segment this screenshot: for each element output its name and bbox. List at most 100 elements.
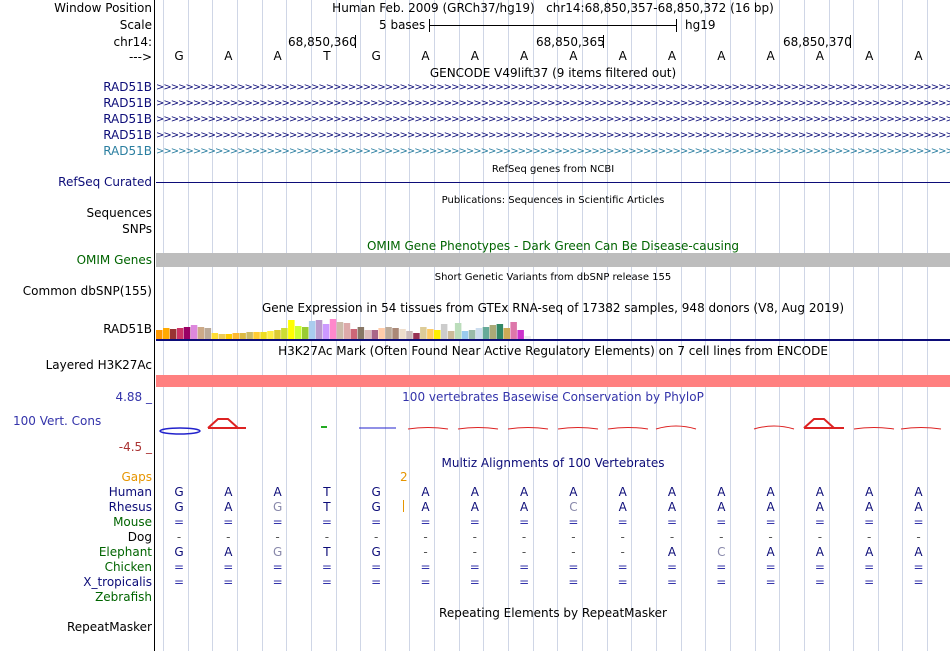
gtex-tissue-bar[interactable]: [197, 327, 205, 339]
gtex-tissue-bar[interactable]: [510, 322, 517, 339]
gtex-tissue-bar[interactable]: [454, 323, 462, 339]
gtex-tissue-bar[interactable]: [503, 328, 511, 339]
gtex-label[interactable]: RAD51B: [103, 322, 152, 336]
gtex-tissue-bar[interactable]: [371, 330, 379, 339]
gtex-tissue-bar[interactable]: [385, 327, 392, 339]
gaps-label[interactable]: Gaps: [121, 470, 152, 484]
gtex-tissue-bar[interactable]: [378, 328, 385, 339]
gtex-tissue-bar[interactable]: [406, 331, 413, 339]
snps-label[interactable]: SNPs: [122, 222, 152, 236]
gencode-gene-label[interactable]: RAD51B: [103, 144, 152, 158]
alignment-base: -: [867, 530, 872, 544]
omim-feature-bar[interactable]: [156, 253, 950, 267]
gencode-transcript-arrows[interactable]: >>>>>>>>>>>>>>>>>>>>>>>>>>>>>>>>>>>>>>>>…: [156, 146, 950, 157]
gtex-tissue-bar[interactable]: [274, 330, 281, 339]
gencode-gene-label[interactable]: RAD51B: [103, 96, 152, 110]
omim-label[interactable]: OMIM Genes: [76, 253, 152, 267]
gtex-tissue-bar[interactable]: [211, 333, 219, 339]
gtex-tissue-bar[interactable]: [413, 333, 420, 339]
gencode-transcript-arrows[interactable]: >>>>>>>>>>>>>>>>>>>>>>>>>>>>>>>>>>>>>>>>…: [156, 82, 950, 93]
phylop-conservation-plot[interactable]: [156, 412, 950, 438]
alignment-base: G: [174, 500, 184, 514]
gtex-tissue-bar[interactable]: [440, 324, 448, 339]
gtex-tissue-bar[interactable]: [232, 333, 240, 339]
gtex-tissue-bar[interactable]: [427, 329, 434, 339]
dbsnp-label[interactable]: Common dbSNP(155): [22, 284, 152, 298]
gtex-tissue-bar[interactable]: [420, 327, 427, 339]
gtex-tissue-bar[interactable]: [447, 331, 455, 339]
gtex-tissue-bar[interactable]: [315, 320, 323, 339]
gencode-transcript-arrows[interactable]: >>>>>>>>>>>>>>>>>>>>>>>>>>>>>>>>>>>>>>>>…: [156, 114, 950, 125]
h3k27ac-label[interactable]: Layered H3K27Ac: [45, 358, 152, 372]
gtex-tissue-bar[interactable]: [517, 330, 524, 339]
h3k27ac-signal-bar[interactable]: [156, 375, 950, 387]
gtex-tissue-bar[interactable]: [225, 334, 233, 339]
alignment-base: -: [817, 530, 823, 544]
refseq-label[interactable]: RefSeq Curated: [58, 175, 152, 189]
species-label[interactable]: Mouse: [113, 515, 152, 529]
gencode-gene-label[interactable]: RAD51B: [103, 128, 152, 142]
gtex-tissue-bar[interactable]: [308, 321, 316, 339]
alignment-base: =: [519, 575, 530, 589]
repeatmasker-label[interactable]: RepeatMasker: [66, 620, 152, 634]
gencode-gene-label[interactable]: RAD51B: [103, 112, 152, 126]
gtex-tissue-bar[interactable]: [468, 330, 476, 339]
species-label[interactable]: X_tropicalis: [83, 575, 152, 589]
alignment-base: A: [815, 485, 824, 499]
species-label[interactable]: Dog: [127, 530, 152, 544]
gtex-tissue-bar[interactable]: [461, 331, 469, 339]
grid-line: [705, 0, 706, 651]
phylop-label[interactable]: 100 Vert. Cons: [13, 414, 102, 428]
gtex-tissue-bar[interactable]: [392, 328, 399, 339]
coord-tick: [850, 35, 851, 48]
alignment-base: A: [224, 485, 233, 499]
species-label[interactable]: Elephant: [98, 545, 152, 559]
species-label[interactable]: Rhesus: [108, 500, 152, 514]
gtex-tissue-bar[interactable]: [357, 327, 365, 339]
gtex-tissue-bar[interactable]: [343, 323, 351, 339]
gtex-tissue-bar[interactable]: [288, 320, 295, 339]
gtex-tissue-bar[interactable]: [246, 332, 253, 339]
gtex-tissue-bar[interactable]: [302, 327, 309, 339]
gtex-tissue-bar[interactable]: [489, 325, 497, 339]
gtex-tissue-bar[interactable]: [322, 324, 330, 339]
gtex-tissue-bar[interactable]: [260, 332, 267, 339]
grid-line: [681, 0, 682, 651]
gtex-tissue-bar[interactable]: [482, 327, 490, 339]
species-label[interactable]: Zebrafish: [95, 590, 152, 604]
refseq-gene-line[interactable]: [156, 182, 950, 183]
alignment-base: =: [666, 515, 678, 529]
species-label[interactable]: Chicken: [104, 560, 152, 574]
gtex-tissue-bar[interactable]: [350, 329, 358, 339]
gtex-tissue-bar[interactable]: [399, 329, 406, 339]
gtex-tissue-bar[interactable]: [204, 328, 212, 339]
alignment-base: A: [569, 485, 578, 499]
gtex-tissue-bar[interactable]: [163, 328, 170, 339]
gtex-tissue-bar[interactable]: [475, 328, 483, 339]
gtex-tissue-bar[interactable]: [239, 333, 246, 339]
gtex-tissue-bar[interactable]: [524, 336, 531, 339]
gtex-tissue-bar[interactable]: [183, 327, 191, 339]
gtex-tissue-bar[interactable]: [329, 319, 337, 339]
gencode-transcript-arrows[interactable]: >>>>>>>>>>>>>>>>>>>>>>>>>>>>>>>>>>>>>>>>…: [156, 98, 950, 109]
sequences-label[interactable]: Sequences: [86, 206, 152, 220]
gtex-tissue-bar[interactable]: [364, 330, 372, 339]
gtex-tissue-bar[interactable]: [253, 332, 260, 339]
gtex-tissue-bar[interactable]: [336, 322, 344, 339]
gtex-tissue-bar[interactable]: [267, 331, 274, 339]
gtex-tissue-bar[interactable]: [496, 324, 504, 339]
gencode-gene-label[interactable]: RAD51B: [103, 80, 152, 94]
gtex-tissue-bar[interactable]: [434, 330, 441, 339]
gtex-tissue-bar[interactable]: [295, 326, 302, 339]
gtex-tissue-bar[interactable]: [176, 328, 184, 339]
gtex-tissue-bar[interactable]: [156, 330, 163, 339]
dbsnp-title: Short Genetic Variants from dbSNP releas…: [434, 272, 672, 283]
gtex-tissue-bar[interactable]: [281, 328, 288, 339]
species-label[interactable]: Human: [108, 485, 152, 499]
gtex-tissue-bar[interactable]: [190, 325, 198, 339]
gtex-tissue-bar[interactable]: [169, 329, 177, 339]
gtex-expression-chart[interactable]: [156, 317, 950, 341]
gtex-tissue-bar[interactable]: [218, 334, 226, 339]
gencode-transcript-arrows[interactable]: >>>>>>>>>>>>>>>>>>>>>>>>>>>>>>>>>>>>>>>>…: [156, 130, 950, 141]
alignment-base: =: [173, 575, 185, 589]
